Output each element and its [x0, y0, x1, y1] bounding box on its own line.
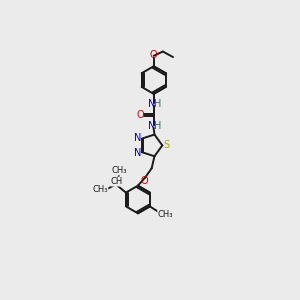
Text: S: S — [163, 140, 170, 150]
Text: O: O — [136, 110, 144, 120]
Text: N: N — [148, 122, 155, 131]
Text: CH: CH — [111, 177, 123, 186]
Text: N: N — [134, 148, 141, 158]
Text: CH₃: CH₃ — [158, 210, 173, 219]
Text: O: O — [141, 176, 148, 185]
Text: N: N — [148, 99, 155, 110]
Text: CH₃: CH₃ — [112, 166, 127, 175]
Text: CH₃: CH₃ — [92, 185, 108, 194]
Text: H: H — [154, 122, 161, 131]
Text: N: N — [134, 133, 141, 143]
Text: H: H — [154, 99, 161, 110]
Text: O: O — [150, 50, 158, 60]
